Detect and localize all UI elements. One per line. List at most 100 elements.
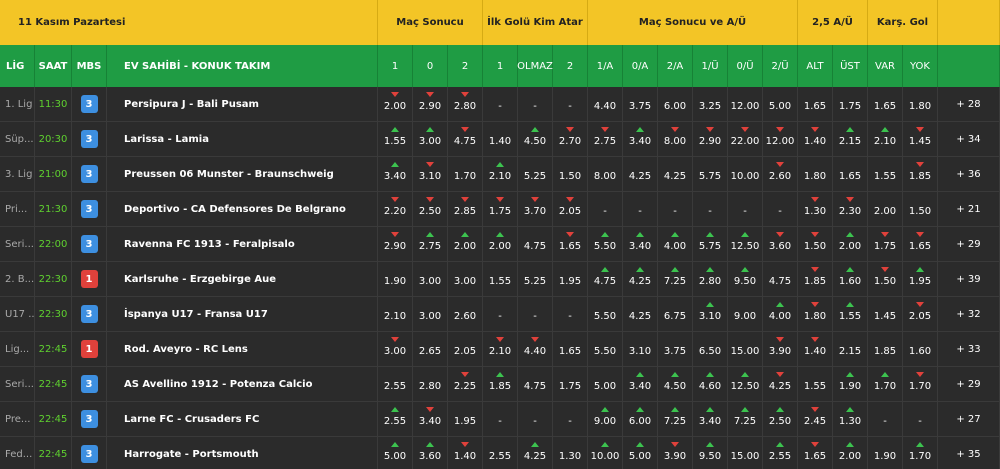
odd[interactable]: -	[728, 192, 763, 227]
more-bets[interactable]: + 34	[938, 122, 1000, 157]
odd[interactable]: -	[903, 402, 938, 437]
more-bets[interactable]: + 27	[938, 402, 1000, 437]
odd[interactable]: 12.50	[728, 367, 763, 402]
odd[interactable]: 1.65	[553, 227, 588, 262]
odd[interactable]: 1.40	[448, 437, 483, 469]
odd[interactable]: 3.10	[623, 332, 658, 367]
more-bets[interactable]: + 32	[938, 297, 1000, 332]
odd[interactable]: 2.15	[833, 122, 868, 157]
odd[interactable]: 2.50	[413, 192, 448, 227]
odd[interactable]: 1.80	[903, 87, 938, 122]
odd[interactable]: 1.30	[833, 402, 868, 437]
odd[interactable]: 3.90	[763, 332, 798, 367]
odd[interactable]: 8.00	[658, 122, 693, 157]
odd[interactable]: 8.00	[588, 157, 623, 192]
odd[interactable]: 2.00	[833, 437, 868, 469]
odd[interactable]: 1.55	[868, 157, 903, 192]
more-bets[interactable]: + 28	[938, 87, 1000, 122]
odd[interactable]: 1.85	[903, 157, 938, 192]
odd[interactable]: 3.75	[623, 87, 658, 122]
odd[interactable]: 9.50	[693, 437, 728, 469]
match[interactable]: İspanya U17 - Fransa U17	[107, 297, 378, 332]
odd[interactable]: 2.90	[693, 122, 728, 157]
odd[interactable]: 2.25	[448, 367, 483, 402]
odd[interactable]: 1.65	[868, 87, 903, 122]
match[interactable]: Persipura J - Bali Pusam	[107, 87, 378, 122]
odd[interactable]: 1.65	[798, 437, 833, 469]
odd[interactable]: 2.15	[833, 332, 868, 367]
odd[interactable]: 4.40	[518, 332, 553, 367]
odd[interactable]: 4.75	[763, 262, 798, 297]
odd[interactable]: 2.75	[588, 122, 623, 157]
odd[interactable]: 3.40	[693, 402, 728, 437]
odd[interactable]: -	[658, 192, 693, 227]
odd[interactable]: 6.75	[658, 297, 693, 332]
odd[interactable]: 3.10	[413, 157, 448, 192]
odd[interactable]: 12.00	[763, 122, 798, 157]
odd[interactable]: 2.00	[483, 227, 518, 262]
odd[interactable]: 1.90	[833, 367, 868, 402]
odd[interactable]: 1.85	[798, 262, 833, 297]
odd[interactable]: 1.70	[868, 367, 903, 402]
match[interactable]: AS Avellino 1912 - Potenza Calcio	[107, 367, 378, 402]
odd[interactable]: 2.55	[483, 437, 518, 469]
odd[interactable]: 3.40	[623, 367, 658, 402]
odd[interactable]: 6.00	[658, 87, 693, 122]
odd[interactable]: 5.00	[378, 437, 413, 469]
odd[interactable]: -	[553, 402, 588, 437]
odd[interactable]: 1.95	[448, 402, 483, 437]
odd[interactable]: 1.30	[798, 192, 833, 227]
odd[interactable]: -	[693, 192, 728, 227]
odd[interactable]: 10.00	[728, 157, 763, 192]
odd[interactable]: -	[518, 87, 553, 122]
odd[interactable]: 4.75	[518, 227, 553, 262]
odd[interactable]: 1.75	[833, 87, 868, 122]
odd[interactable]: 5.00	[623, 437, 658, 469]
odd[interactable]: 6.00	[623, 402, 658, 437]
odd[interactable]: 1.30	[553, 437, 588, 469]
odd[interactable]: 1.90	[868, 437, 903, 469]
odd[interactable]: 2.65	[413, 332, 448, 367]
odd[interactable]: 1.50	[553, 157, 588, 192]
odd[interactable]: 4.00	[763, 297, 798, 332]
match[interactable]: Ravenna FC 1913 - Feralpisalo	[107, 227, 378, 262]
more-bets[interactable]: + 21	[938, 192, 1000, 227]
match[interactable]: Karlsruhe - Erzgebirge Aue	[107, 262, 378, 297]
odd[interactable]: 2.80	[693, 262, 728, 297]
odd[interactable]: 4.25	[658, 157, 693, 192]
odd[interactable]: 2.90	[413, 87, 448, 122]
odd[interactable]: 1.80	[798, 157, 833, 192]
odd[interactable]: 5.50	[588, 297, 623, 332]
odd[interactable]: 1.80	[798, 297, 833, 332]
match[interactable]: Larne FC - Crusaders FC	[107, 402, 378, 437]
odd[interactable]: 2.05	[448, 332, 483, 367]
odd[interactable]: 3.00	[378, 332, 413, 367]
odd[interactable]: 1.55	[378, 122, 413, 157]
odd[interactable]: 2.00	[378, 87, 413, 122]
odd[interactable]: 3.40	[413, 402, 448, 437]
odd[interactable]: 2.55	[763, 437, 798, 469]
odd[interactable]: 1.70	[903, 437, 938, 469]
odd[interactable]: 5.25	[518, 157, 553, 192]
odd[interactable]: 1.90	[378, 262, 413, 297]
odd[interactable]: 3.00	[413, 297, 448, 332]
odd[interactable]: -	[553, 87, 588, 122]
odd[interactable]: 2.60	[448, 297, 483, 332]
odd[interactable]: 3.25	[693, 87, 728, 122]
odd[interactable]: 4.40	[588, 87, 623, 122]
odd[interactable]: 4.25	[763, 367, 798, 402]
more-bets[interactable]: + 36	[938, 157, 1000, 192]
odd[interactable]: 2.60	[763, 157, 798, 192]
odd[interactable]: -	[588, 192, 623, 227]
odd[interactable]: 9.50	[728, 262, 763, 297]
odd[interactable]: 3.40	[623, 227, 658, 262]
odd[interactable]: 1.95	[553, 262, 588, 297]
odd[interactable]: 1.75	[553, 367, 588, 402]
odd[interactable]: 4.75	[588, 262, 623, 297]
odd[interactable]: 5.75	[693, 227, 728, 262]
odd[interactable]: 2.00	[833, 227, 868, 262]
odd[interactable]: 3.60	[413, 437, 448, 469]
odd[interactable]: 3.00	[413, 262, 448, 297]
odd[interactable]: 3.40	[623, 122, 658, 157]
odd[interactable]: 1.65	[903, 227, 938, 262]
